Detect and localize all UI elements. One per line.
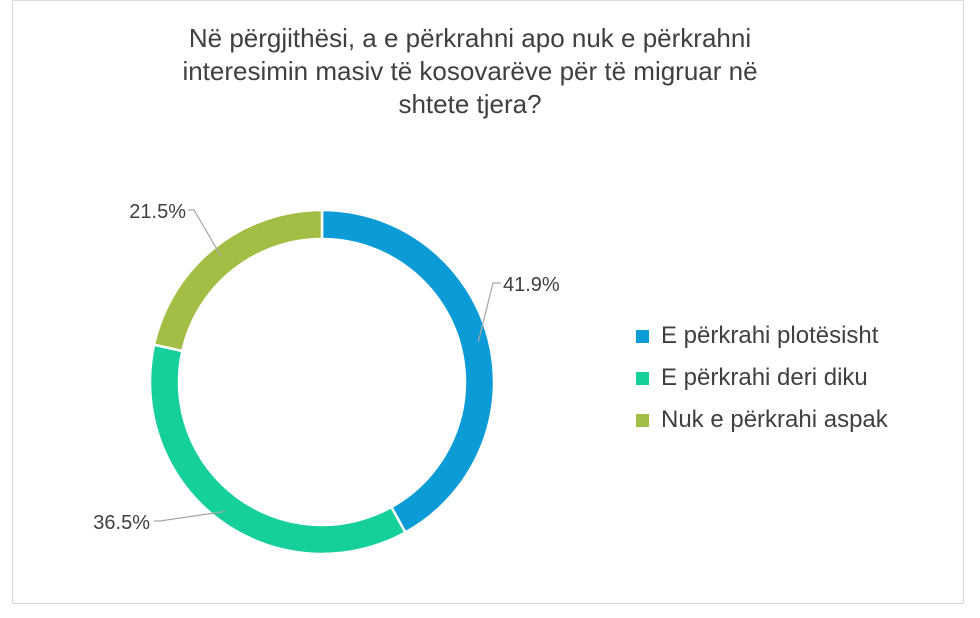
legend-label: E përkrahi deri diku: [661, 364, 868, 391]
legend-swatch: [636, 413, 649, 427]
legend-label: Nuk e përkrahi aspak: [661, 406, 888, 433]
leader-line-2: [154, 510, 226, 522]
legend-item-deri-diku: E përkrahi deri diku: [636, 357, 888, 399]
legend-item-aspak: Nuk e përkrahi aspak: [636, 399, 888, 441]
legend-swatch: [636, 371, 649, 385]
leader-line-1: [477, 282, 501, 342]
legend: E përkrahi plotësisht E përkrahi deri di…: [636, 315, 888, 441]
data-label-2: 36.5%: [93, 512, 150, 534]
legend-item-plotesisht: E përkrahi plotësisht: [636, 315, 888, 357]
chart-title: Në përgjithësi, a e përkrahni apo nuk e …: [182, 23, 758, 119]
data-label-1: 41.9%: [503, 274, 560, 296]
donut-slice-3: [152, 208, 324, 353]
leader-line-3: [188, 209, 222, 257]
legend-label: E përkrahi plotësisht: [661, 322, 879, 349]
donut-slice-1: [320, 208, 496, 535]
legend-swatch: [636, 329, 649, 343]
donut-slice-2: [148, 343, 408, 556]
data-label-3: 21.5%: [129, 201, 186, 223]
